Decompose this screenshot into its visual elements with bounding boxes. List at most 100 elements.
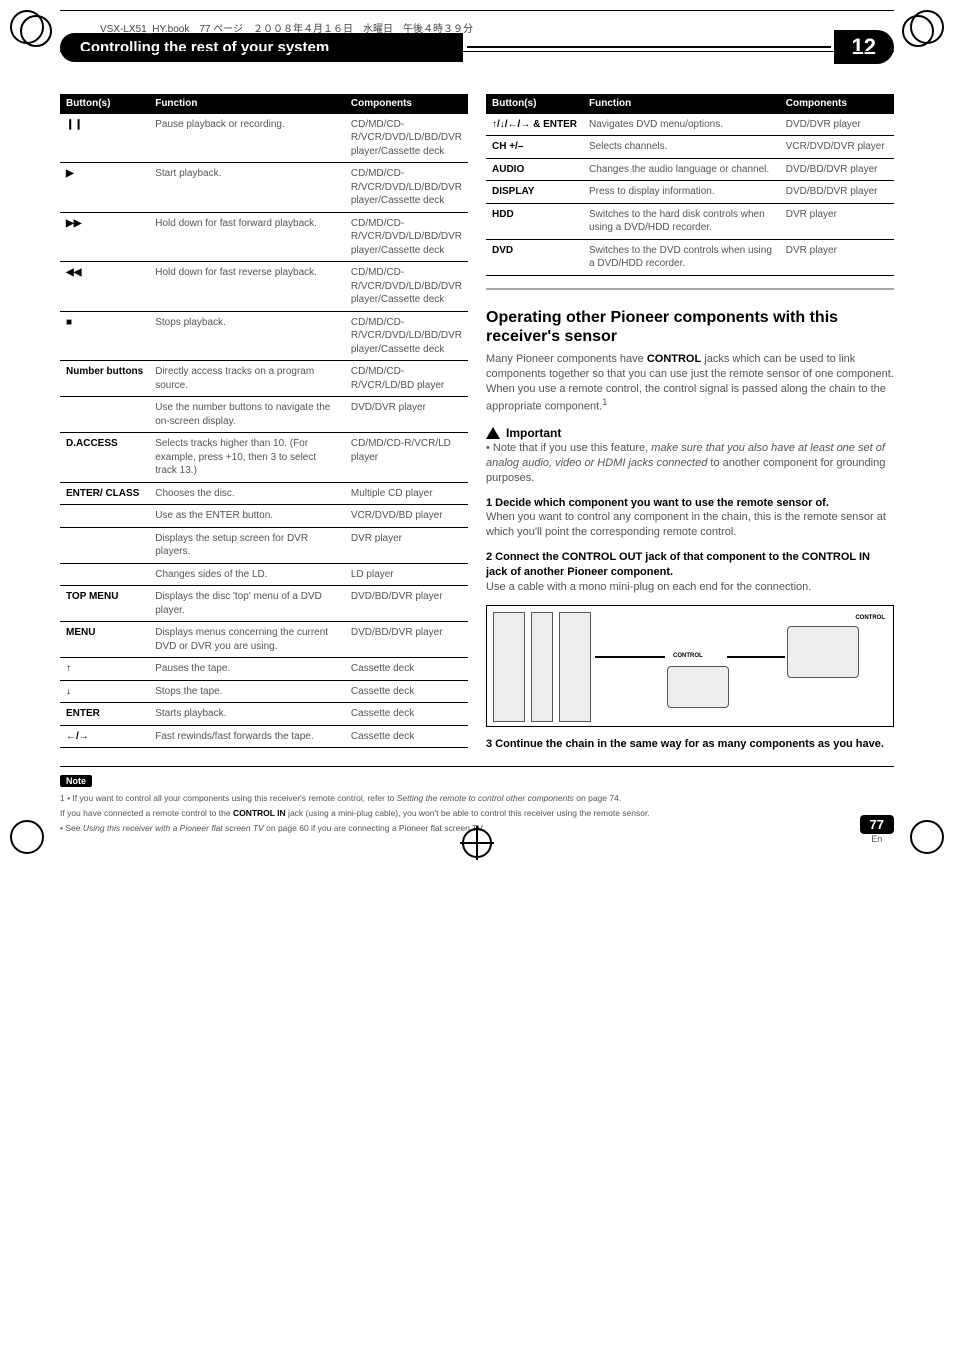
footnote-italic: Setting the remote to control other comp… <box>397 793 574 803</box>
footnote-text: If you have connected a remote control t… <box>60 808 233 818</box>
cell-components: Cassette deck <box>345 658 468 681</box>
cell-button: CH +/– <box>486 136 583 159</box>
cell-function: Hold down for fast forward playback. <box>149 212 345 262</box>
cell-button: D.ACCESS <box>60 433 149 483</box>
cell-button <box>60 397 149 433</box>
cell-function: Hold down for fast reverse playback. <box>149 262 345 312</box>
cell-components: CD/MD/CD-R/VCR/DVD/LD/BD/DVR player/Cass… <box>345 262 468 312</box>
table-row: DISPLAYPress to display information.DVD/… <box>486 181 894 204</box>
table-row: Number buttonsDirectly access tracks on … <box>60 361 468 397</box>
table-row: Changes sides of the LD.LD player <box>60 563 468 586</box>
cell-button <box>60 505 149 528</box>
footnote-text: 1 • If you want to control all your comp… <box>60 793 397 803</box>
important-label: Important <box>506 425 561 441</box>
left-reference-table: Button(s) Function Components ❙❙Pause pl… <box>60 94 468 748</box>
cell-function: Starts playback. <box>149 703 345 726</box>
step-3-title: 3 Continue the chain in the same way for… <box>486 737 894 752</box>
cell-function: Changes the audio language or channel. <box>583 158 780 181</box>
diagram-receiver <box>493 612 525 722</box>
cell-button: TOP MENU <box>60 586 149 622</box>
cell-function: Displays the disc 'top' menu of a DVD pl… <box>149 586 345 622</box>
cell-button: DISPLAY <box>486 181 583 204</box>
cell-button: ←/→ <box>60 725 149 748</box>
cell-button: ◀◀ <box>60 262 149 312</box>
section-divider <box>486 288 894 290</box>
table-row: ENTERStarts playback.Cassette deck <box>60 703 468 726</box>
connection-diagram: CONTROL CONTROL <box>486 605 894 727</box>
table-row: ◀◀Hold down for fast reverse playback.CD… <box>60 262 468 312</box>
cell-components: Multiple CD player <box>345 482 468 505</box>
th-components: Components <box>345 94 468 114</box>
cell-button: ENTER <box>60 703 149 726</box>
footnote-text: jack (using a mini-plug cable), you won'… <box>286 808 650 818</box>
table-row: D.ACCESSSelects tracks higher than 10. (… <box>60 433 468 483</box>
cell-function: Displays the setup screen for DVR player… <box>149 527 345 563</box>
cell-components: DVD/BD/DVR player <box>780 181 894 204</box>
footnote-text: on page 74. <box>574 793 621 803</box>
cell-function: Directly access tracks on a program sour… <box>149 361 345 397</box>
cell-button: ❙❙ <box>60 114 149 163</box>
diagram-control-panel <box>787 626 859 678</box>
table-row: Use as the ENTER button.VCR/DVD/BD playe… <box>60 505 468 528</box>
cell-function: Use the number buttons to navigate the o… <box>149 397 345 433</box>
footnote-text: • See <box>60 823 83 833</box>
cell-components: DVD/DVR player <box>345 397 468 433</box>
footnote-bold: CONTROL IN <box>233 808 286 818</box>
step-1-body: When you want to control any component i… <box>486 510 894 540</box>
cell-components: DVR player <box>780 239 894 275</box>
cell-components: DVD/BD/DVR player <box>345 622 468 658</box>
footnote-italic: Using this receiver with a Pioneer flat … <box>83 823 264 833</box>
cell-function: Switches to the DVD controls when using … <box>583 239 780 275</box>
diagram-component <box>531 612 553 722</box>
diagram-cable <box>595 656 665 658</box>
cell-function: Fast rewinds/fast forwards the tape. <box>149 725 345 748</box>
cell-function: Changes sides of the LD. <box>149 563 345 586</box>
cell-button: DVD <box>486 239 583 275</box>
table-row: ↓Stops the tape.Cassette deck <box>60 680 468 703</box>
cell-components: DVR player <box>780 203 894 239</box>
cell-components: DVR player <box>345 527 468 563</box>
section-heading: Operating other Pioneer components with … <box>486 308 894 346</box>
cell-button: Number buttons <box>60 361 149 397</box>
cell-button <box>60 527 149 563</box>
important-callout: Important <box>486 425 894 441</box>
cell-components: CD/MD/CD-R/VCR/LD/BD player <box>345 361 468 397</box>
content-columns: Button(s) Function Components ❙❙Pause pl… <box>60 94 894 752</box>
cell-function: Stops playback. <box>149 311 345 361</box>
cell-function: Chooses the disc. <box>149 482 345 505</box>
step-1-title: 1 Decide which component you want to use… <box>486 496 894 511</box>
cell-button: ENTER/ CLASS <box>60 482 149 505</box>
th-function: Function <box>149 94 345 114</box>
th-buttons: Button(s) <box>60 94 149 114</box>
th-buttons: Button(s) <box>486 94 583 114</box>
table-row: AUDIOChanges the audio language or chann… <box>486 158 894 181</box>
table-row: DVDSwitches to the DVD controls when usi… <box>486 239 894 275</box>
diagram-label: CONTROL <box>673 652 703 660</box>
footnote-line: 1 • If you want to control all your comp… <box>60 793 894 804</box>
cell-components: CD/MD/CD-R/VCR/DVD/LD/BD/DVR player/Cass… <box>345 114 468 163</box>
book-header: VSX-LX51_HY.book 77 ページ ２００８年４月１６日 水曜日 午… <box>100 20 473 35</box>
diagram-component <box>559 612 591 722</box>
footnote-section: Note 1 • If you want to control all your… <box>60 766 894 834</box>
page-number-value: 77 <box>860 815 894 834</box>
cell-components: DVD/BD/DVR player <box>780 158 894 181</box>
diagram-cable <box>727 656 785 658</box>
cell-components: CD/MD/CD-R/VCR/DVD/LD/BD/DVR player/Cass… <box>345 163 468 213</box>
diagram-control-box <box>667 666 729 708</box>
table-row: CH +/–Selects channels.VCR/DVD/DVR playe… <box>486 136 894 159</box>
cell-button: MENU <box>60 622 149 658</box>
cell-function: Navigates DVD menu/options. <box>583 114 780 136</box>
warning-icon <box>486 427 500 439</box>
cell-function: Use as the ENTER button. <box>149 505 345 528</box>
registration-mark-bottom <box>462 828 492 858</box>
th-components: Components <box>780 94 894 114</box>
table-row: MENUDisplays menus concerning the curren… <box>60 622 468 658</box>
table-row: ←/→Fast rewinds/fast forwards the tape.C… <box>60 725 468 748</box>
cell-function: Pauses the tape. <box>149 658 345 681</box>
cell-function: Start playback. <box>149 163 345 213</box>
right-column: Button(s) Function Components ↑/↓/←/→ & … <box>486 94 894 752</box>
cell-button <box>60 563 149 586</box>
table-row: ↑/↓/←/→ & ENTERNavigates DVD menu/option… <box>486 114 894 136</box>
section-intro: Many Pioneer components have CONTROL jac… <box>486 352 894 415</box>
cell-components: LD player <box>345 563 468 586</box>
